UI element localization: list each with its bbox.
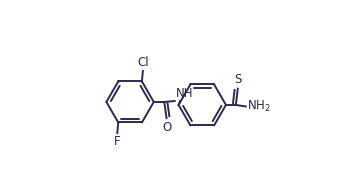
- Text: NH$_2$: NH$_2$: [247, 99, 270, 114]
- Text: F: F: [114, 135, 121, 148]
- Text: S: S: [234, 73, 241, 86]
- Text: NH: NH: [176, 87, 193, 100]
- Text: O: O: [162, 121, 171, 134]
- Text: Cl: Cl: [137, 56, 149, 69]
